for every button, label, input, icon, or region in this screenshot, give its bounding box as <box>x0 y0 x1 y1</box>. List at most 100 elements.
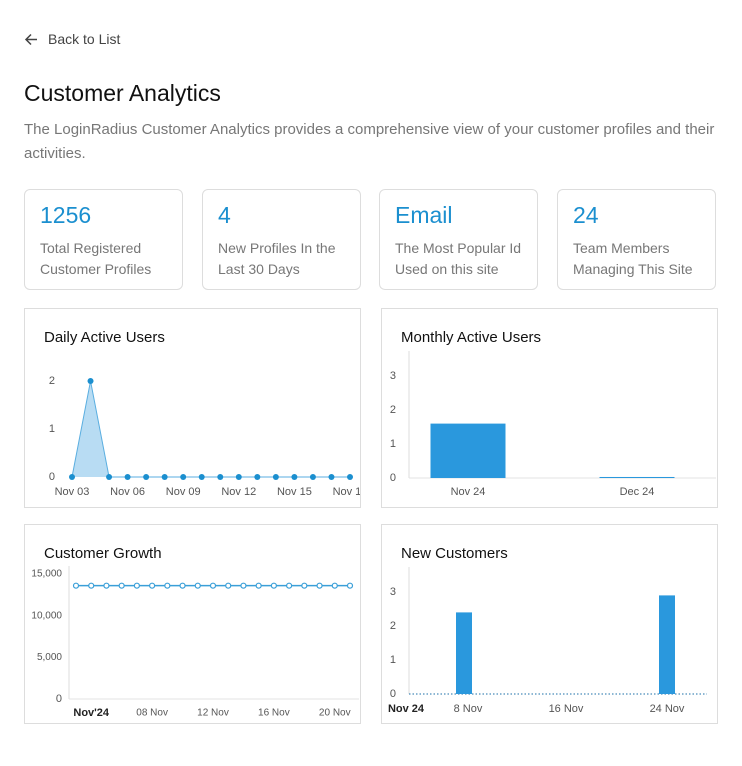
chart-panel: Monthly Active Users 0 1 2 3 Nov 24 Dec 24 <box>381 308 718 508</box>
point <box>179 582 186 589</box>
y-tick-label: 1 <box>390 438 396 450</box>
bar <box>430 423 506 478</box>
point <box>286 582 293 589</box>
point <box>149 582 156 589</box>
chart: New Customers 0 1 2 3 Nov 24 8 Nov 16 Nov 24 Nov <box>388 545 707 715</box>
x-tick-label: Dec 24 <box>620 486 655 498</box>
y-tick-label: 2 <box>390 404 396 416</box>
x-tick-label: 20 Nov <box>319 708 351 719</box>
bar <box>659 595 675 694</box>
point <box>133 582 140 589</box>
point <box>103 582 110 589</box>
point <box>240 582 247 589</box>
x-tick-label: Nov'24 <box>73 707 110 719</box>
point <box>161 474 168 480</box>
chart-title: Daily Active Users <box>44 329 165 346</box>
chart-panel: Daily Active Users 0 1 2 Nov 03 Nov 06 Nov 09 N… <box>24 308 361 508</box>
x-tick-label: Nov 12 <box>221 486 256 498</box>
point <box>124 474 131 480</box>
x-tick-label: Nov 18 <box>333 486 360 498</box>
chart: Monthly Active Users 0 1 2 3 Nov 24 Dec 24 <box>390 329 716 498</box>
point <box>143 474 150 480</box>
point <box>217 474 224 480</box>
stat-value: Email <box>395 202 453 228</box>
point <box>198 474 205 480</box>
x-tick-label: 08 Nov <box>136 708 168 719</box>
page-description: The LoginRadius Customer Analytics provi… <box>24 121 715 162</box>
y-tick-label: 0 <box>49 471 55 483</box>
point <box>328 474 335 480</box>
point <box>255 582 262 589</box>
point <box>254 474 261 480</box>
stat-card: 24 Team Members Managing This Site <box>557 189 716 290</box>
stat-value: 24 <box>573 202 599 228</box>
stat-card: Email The Most Popular Id Used on this si… <box>379 189 538 290</box>
point <box>270 582 277 589</box>
point <box>118 582 125 589</box>
point <box>87 378 94 384</box>
y-tick-label: 1 <box>49 423 55 435</box>
point <box>106 474 113 480</box>
page-title: Customer Analytics <box>24 80 221 106</box>
point <box>225 582 232 589</box>
y-tick-label: 3 <box>390 586 396 598</box>
x-tick-label: Nov 24 <box>451 486 486 498</box>
point <box>235 474 242 480</box>
x-tick-label: Nov 06 <box>110 486 145 498</box>
y-tick-label: 1 <box>390 654 396 666</box>
y-tick-label: 2 <box>49 375 55 387</box>
x-tick-label: Nov 15 <box>277 486 312 498</box>
point <box>301 582 308 589</box>
stat-value: 1256 <box>40 202 92 228</box>
point <box>209 582 217 589</box>
y-tick-label: 5,000 <box>37 652 62 663</box>
point <box>347 474 353 480</box>
chart-panel: New Customers 0 1 2 3 Nov 24 8 Nov 16 Nov 24 Nov <box>381 524 718 724</box>
y-tick-label: 0 <box>390 472 396 484</box>
stat-label: Total Registered Customer Profiles <box>40 240 152 277</box>
line <box>71 380 350 478</box>
chart-title: Customer Growth <box>44 545 162 562</box>
chart-title: Monthly Active Users <box>401 329 541 346</box>
point <box>194 582 201 589</box>
x-tick-label: 24 Nov <box>650 703 685 715</box>
point <box>291 474 298 480</box>
bar <box>599 476 675 478</box>
y-tick-label: 10,000 <box>31 610 62 621</box>
chart: Customer Growth 0 5,000 10,000 15,000 Nov'24 0… <box>31 545 359 719</box>
point <box>309 474 316 480</box>
stat-label: New Profiles In the Last 30 Days <box>218 240 336 277</box>
y-tick-label: 2 <box>390 620 396 632</box>
point <box>180 474 187 480</box>
back-text: Back to List <box>48 31 121 47</box>
point <box>164 582 171 589</box>
point <box>272 474 279 480</box>
point <box>69 474 75 480</box>
stat-label: Team Members Managing This Site <box>573 240 693 277</box>
point <box>72 582 80 589</box>
chart: Daily Active Users 0 1 2 Nov 03 Nov 06 Nov 09 N… <box>44 329 360 498</box>
point <box>88 582 95 589</box>
x-tick-label: Nov 24 <box>388 703 425 715</box>
y-tick-label: 0 <box>56 693 62 705</box>
stat-value: 4 <box>218 202 231 228</box>
x-tick-label: Nov 03 <box>55 486 90 498</box>
chart-title: New Customers <box>401 545 508 562</box>
back-link[interactable]: Back to List <box>24 31 120 47</box>
point <box>331 582 338 589</box>
stat-card: 4 New Profiles In the Last 30 Days <box>202 189 361 290</box>
y-tick-label: 15,000 <box>31 569 62 580</box>
bar <box>456 612 472 694</box>
y-tick-label: 3 <box>390 370 396 382</box>
stat-label: The Most Popular Id Used on this site <box>395 240 522 277</box>
x-tick-label: Nov 09 <box>166 486 201 498</box>
chart-panel: Customer Growth 0 5,000 10,000 15,000 Nov'24 0… <box>24 524 361 724</box>
back-arrow <box>24 33 37 45</box>
x-tick-label: 8 Nov <box>454 703 483 715</box>
area <box>72 381 350 477</box>
point <box>346 582 354 589</box>
x-tick-label: 16 Nov <box>258 708 290 719</box>
x-tick-label: 16 Nov <box>549 703 584 715</box>
stat-card: 1256 Total Registered Customer Profiles <box>24 189 183 290</box>
